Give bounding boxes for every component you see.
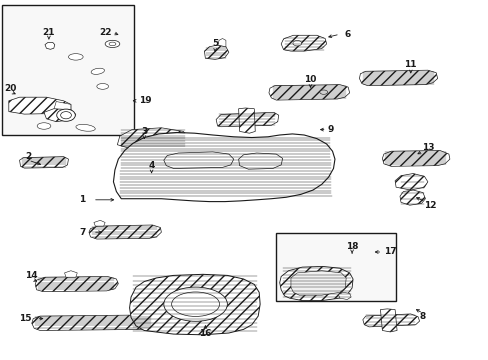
Text: 6: 6 <box>344 30 349 39</box>
Text: 12: 12 <box>423 201 436 210</box>
Ellipse shape <box>61 112 71 119</box>
Text: 7: 7 <box>79 228 85 237</box>
Ellipse shape <box>105 40 120 48</box>
Polygon shape <box>9 97 71 114</box>
Polygon shape <box>32 315 155 330</box>
Polygon shape <box>20 157 68 168</box>
Ellipse shape <box>163 287 227 321</box>
Polygon shape <box>380 309 396 332</box>
Ellipse shape <box>57 109 75 121</box>
Polygon shape <box>136 167 171 180</box>
Text: 19: 19 <box>139 96 152 105</box>
Polygon shape <box>338 292 350 300</box>
Polygon shape <box>163 152 233 168</box>
Text: 5: 5 <box>212 39 218 48</box>
Text: 14: 14 <box>25 271 38 280</box>
Polygon shape <box>399 190 425 205</box>
Text: 4: 4 <box>148 161 155 170</box>
Polygon shape <box>204 45 228 59</box>
Text: 1: 1 <box>79 195 85 204</box>
Polygon shape <box>362 314 419 327</box>
Polygon shape <box>382 150 449 166</box>
Text: 8: 8 <box>419 312 425 321</box>
Ellipse shape <box>292 40 301 46</box>
Text: 13: 13 <box>421 143 433 152</box>
Polygon shape <box>64 271 77 277</box>
Polygon shape <box>279 266 352 301</box>
Bar <box>276 233 395 301</box>
Polygon shape <box>35 276 118 292</box>
Polygon shape <box>238 153 282 169</box>
Ellipse shape <box>97 84 108 89</box>
Polygon shape <box>216 112 278 127</box>
Ellipse shape <box>91 68 104 75</box>
Ellipse shape <box>37 123 51 129</box>
Bar <box>2 5 134 135</box>
Polygon shape <box>54 102 71 110</box>
Polygon shape <box>359 70 437 86</box>
Polygon shape <box>89 225 161 239</box>
Ellipse shape <box>109 42 116 46</box>
Text: 10: 10 <box>304 75 316 84</box>
Ellipse shape <box>76 124 95 131</box>
Text: 17: 17 <box>383 248 396 256</box>
Polygon shape <box>113 132 334 202</box>
Ellipse shape <box>319 90 327 94</box>
Text: 20: 20 <box>4 84 17 93</box>
Polygon shape <box>268 85 349 100</box>
Polygon shape <box>94 220 105 226</box>
Text: 9: 9 <box>327 125 333 134</box>
Ellipse shape <box>171 292 219 316</box>
Polygon shape <box>117 128 188 148</box>
Text: 3: 3 <box>141 127 147 136</box>
Text: 21: 21 <box>42 28 55 37</box>
Text: 11: 11 <box>404 60 416 69</box>
Text: 2: 2 <box>25 152 31 161</box>
Polygon shape <box>290 271 346 295</box>
Polygon shape <box>44 109 76 122</box>
Text: 22: 22 <box>99 28 111 37</box>
Polygon shape <box>217 39 225 47</box>
Text: 16: 16 <box>199 328 211 338</box>
Polygon shape <box>238 108 255 133</box>
Text: 18: 18 <box>345 242 358 251</box>
Ellipse shape <box>68 54 83 60</box>
Text: 15: 15 <box>19 314 32 323</box>
Polygon shape <box>281 35 326 51</box>
Polygon shape <box>394 174 427 190</box>
Polygon shape <box>45 42 55 49</box>
Polygon shape <box>129 274 260 335</box>
